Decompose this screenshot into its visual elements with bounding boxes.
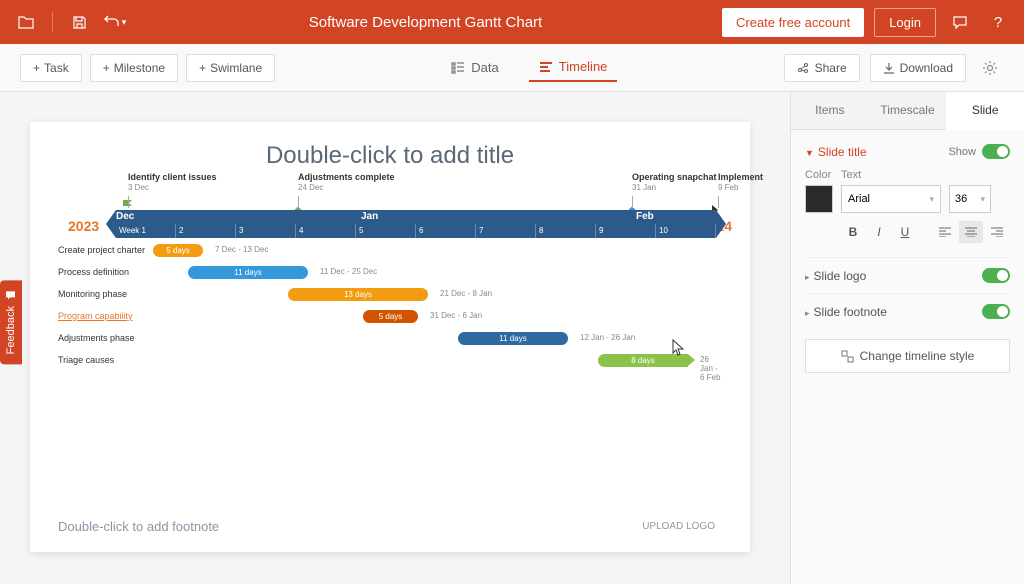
week-cell: 2 [176,224,236,238]
task-dates: 31 Dec - 6 Jan [430,311,482,320]
document-title[interactable]: Software Development Gantt Chart [129,14,722,31]
font-family-select[interactable]: Arial▾ [841,185,941,213]
slide-footnote-placeholder[interactable]: Double-click to add footnote [58,519,219,534]
task-label: Triage causes [58,355,178,365]
week-cell: 3 [236,224,296,238]
topbar-left: ▾ [12,8,129,36]
align-left-button[interactable] [933,221,957,243]
task-row[interactable]: Program capability 5 days 31 Dec - 6 Jan [58,308,722,328]
underline-button[interactable]: U [893,221,917,243]
month-label: Feb [636,211,654,222]
download-button[interactable]: Download [870,54,966,82]
timeline: 2023 2024 Identify client issues3 DecAdj… [58,210,722,340]
align-center-button[interactable] [959,221,983,243]
year-start: 2023 [68,218,99,234]
panel-tab-timescale[interactable]: Timescale [869,92,947,129]
task-bar[interactable]: 8 days [598,354,688,367]
add-task-button[interactable]: +Task [20,54,82,82]
align-right-button[interactable] [985,221,1009,243]
task-label: Monitoring phase [58,289,178,299]
week-cell: 10 [656,224,716,238]
task-row[interactable]: Process definition 11 days 11 Dec - 25 D… [58,264,722,284]
week-cell: 5 [356,224,416,238]
task-dates: 11 Dec - 25 Dec [320,267,377,276]
milestone[interactable]: Identify client issues3 Dec [128,172,217,192]
task-dates: 26 Jan - 6 Feb [700,355,722,382]
panel-tab-slide[interactable]: Slide [946,92,1024,130]
login-button[interactable]: Login [874,8,936,37]
canvas[interactable]: Double-click to add title 2023 2024 Iden… [30,122,750,552]
timeline-axis[interactable]: Dec Jan Feb Week 12345678910 [116,210,716,238]
task-dates: 7 Dec - 13 Dec [215,245,268,254]
help-icon[interactable]: ? [984,8,1012,36]
task-bar[interactable]: 13 days [288,288,428,301]
undo-icon[interactable]: ▾ [101,8,129,36]
add-swimlane-button[interactable]: +Swimlane [186,54,275,82]
share-button[interactable]: Share [784,54,860,82]
feedback-tab[interactable]: Feedback [0,280,22,364]
view-switcher: Data Timeline [275,53,783,82]
panel-body: ▼Slide title Show Color Text Arial▾ 36▾ … [791,130,1024,387]
timeline-view-tab[interactable]: Timeline [529,53,618,82]
create-account-button[interactable]: Create free account [722,8,864,37]
topbar-right: Create free account Login ? [722,8,1012,37]
data-view-tab[interactable]: Data [441,53,508,82]
main: Double-click to add title 2023 2024 Iden… [0,92,1024,584]
task-bar[interactable]: 11 days [458,332,568,345]
slide-title-placeholder[interactable]: Double-click to add title [58,142,722,170]
toolbar-right: Share Download [784,54,1004,82]
month-label: Dec [116,211,134,222]
settings-button[interactable] [976,54,1004,82]
task-label: Process definition [58,267,178,277]
chat-icon[interactable] [946,8,974,36]
task-bar[interactable]: 5 days [153,244,203,257]
show-logo-toggle[interactable] [982,268,1010,283]
task-row[interactable]: Monitoring phase 13 days 21 Dec - 8 Jan [58,286,722,306]
show-title-toggle[interactable] [982,144,1010,159]
milestone[interactable]: Implement9 Feb [718,172,763,192]
bold-button[interactable]: B [841,221,865,243]
save-icon[interactable] [65,8,93,36]
task-row[interactable]: Adjustments phase 11 days 12 Jan - 26 Ja… [58,330,722,350]
add-milestone-button[interactable]: +Milestone [90,54,178,82]
slide-logo-placeholder[interactable]: UPLOAD LOGO [642,521,715,532]
task-bar[interactable]: 11 days [188,266,308,279]
task-label: Program capability [58,311,178,321]
milestone[interactable]: Adjustments complete24 Dec [298,172,395,192]
divider [52,12,53,32]
side-panel: ItemsTimescaleSlide ▼Slide title Show Co… [790,92,1024,584]
slide-logo-section[interactable]: ▸Slide logo [805,257,1010,293]
task-dates: 21 Dec - 8 Jan [440,289,492,298]
week-cell: 7 [476,224,536,238]
milestone[interactable]: Operating snapchat31 Jan [632,172,717,192]
show-footnote-toggle[interactable] [982,304,1010,319]
task-bar[interactable]: 5 days [363,310,418,323]
color-label: Color [805,169,833,181]
task-row[interactable]: Triage causes 8 days 26 Jan - 6 Feb [58,352,722,372]
week-cell: 8 [536,224,596,238]
task-label: Adjustments phase [58,333,178,343]
slide-title-section-header[interactable]: ▼Slide title Show [805,144,1010,159]
canvas-area: Double-click to add title 2023 2024 Iden… [0,92,790,584]
week-cell: 9 [596,224,656,238]
panel-tabs: ItemsTimescaleSlide [791,92,1024,130]
title-color-swatch[interactable] [805,185,833,213]
italic-button[interactable]: I [867,221,891,243]
show-label: Show [948,146,976,158]
font-size-select[interactable]: 36▾ [949,185,991,213]
toolbar-left: +Task +Milestone +Swimlane [20,54,275,82]
week-cell: 6 [416,224,476,238]
task-row[interactable]: Create project charter 5 days 7 Dec - 13… [58,242,722,262]
toolbar: +Task +Milestone +Swimlane Data Timeline… [0,44,1024,92]
month-label: Jan [361,211,378,222]
week-cell: Week 1 [116,224,176,238]
task-dates: 12 Jan - 26 Jan [580,333,635,342]
topbar: ▾ Software Development Gantt Chart Creat… [0,0,1024,44]
text-label: Text [841,169,941,181]
folder-icon[interactable] [12,8,40,36]
change-timeline-style-button[interactable]: Change timeline style [805,339,1010,373]
week-cell: 4 [296,224,356,238]
panel-tab-items[interactable]: Items [791,92,869,129]
slide-footnote-section[interactable]: ▸Slide footnote [805,293,1010,329]
